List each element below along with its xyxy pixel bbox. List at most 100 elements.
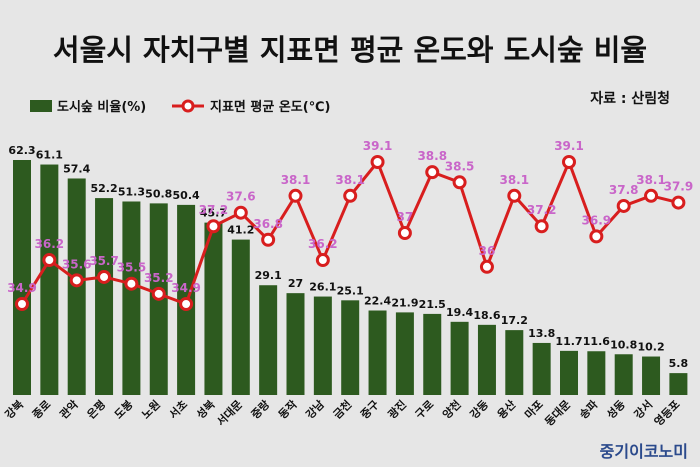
x-tick-label: 용산	[494, 397, 518, 421]
bar-value-label: 11.6	[583, 335, 610, 348]
bar-value-label: 10.2	[637, 341, 664, 354]
temperature-value-label: 38.8	[417, 149, 447, 163]
x-tick-label: 강북	[2, 397, 26, 421]
temperature-value-label: 37.2	[527, 203, 557, 217]
bar-value-label: 62.3	[8, 144, 35, 157]
bar-value-label: 61.1	[36, 149, 63, 162]
x-tick-label: 은평	[84, 397, 108, 421]
temperature-point	[315, 253, 330, 268]
legend-line-label: 지표면 평균 온도(℃)	[210, 99, 330, 115]
temperature-value-label: 37.9	[664, 180, 694, 194]
temperature-point	[616, 198, 631, 213]
line-series: 34.936.235.635.735.535.234.937.237.636.8…	[7, 139, 694, 311]
temperature-point	[15, 297, 29, 311]
temperature-point	[97, 269, 112, 284]
bar-value-label: 50.4	[173, 189, 200, 202]
bar-value-label: 51.3	[118, 185, 145, 198]
x-tick-label: 노원	[139, 397, 163, 421]
x-tick-label: 강서	[631, 397, 655, 421]
x-tick-label: 구로	[413, 398, 437, 422]
temperature-point	[671, 195, 686, 210]
x-tick-label: 마포	[522, 397, 546, 421]
temperature-value-label: 37.6	[226, 190, 256, 204]
bar-value-labels: 62.3 61.157.452.2 51.3 50.8 50.445.741.2 29.1…	[8, 144, 688, 370]
x-tick-label: 중구	[358, 398, 382, 422]
temperature-value-label: 39.1	[554, 139, 584, 153]
temperature-point	[562, 155, 576, 169]
temperature-point	[370, 155, 385, 169]
bar-value-label: 17.2	[501, 314, 528, 327]
temperature-value-label: 38.1	[636, 173, 666, 187]
temperature-point	[233, 205, 248, 220]
bar-value-label: 50.8	[145, 187, 172, 200]
temperature-point	[206, 219, 221, 234]
legend-line-marker	[181, 99, 195, 113]
bar-동작	[286, 293, 305, 395]
bar-중구	[368, 310, 387, 395]
bar-강서	[642, 356, 661, 395]
legend: 도시숲 비율(%) 지표면 평균 온도(℃)	[30, 99, 330, 115]
temperature-point	[534, 219, 549, 234]
bar-구로	[423, 313, 442, 395]
temperature-value-label: 38.5	[445, 159, 475, 173]
bar-성동	[614, 354, 633, 395]
bar-value-label: 5.8	[669, 357, 689, 370]
bar-강남	[313, 296, 332, 395]
bar-금천	[341, 300, 360, 395]
temperature-value-label: 38.1	[335, 173, 365, 187]
temperature-point	[288, 188, 303, 203]
bar-마포	[532, 342, 551, 395]
bar-성북	[204, 222, 223, 395]
legend-bar-label: 도시숲 비율(%)	[57, 99, 146, 115]
bar-종로	[40, 164, 59, 395]
bar-value-label: 11.7	[555, 335, 582, 348]
x-tick-label: 동작	[275, 397, 299, 421]
bar-value-label: 52.2	[90, 182, 117, 195]
legend-bar-swatch	[30, 100, 52, 112]
bar-광진	[395, 312, 414, 395]
temperature-value-label: 36.2	[35, 237, 65, 251]
bar-강북	[13, 160, 31, 395]
temperature-point	[343, 188, 358, 203]
x-tick-label: 관악	[57, 397, 81, 421]
x-tick-label: 종로	[30, 398, 54, 422]
x-tick-label: 서초	[166, 397, 190, 421]
x-tick-label: 영등포	[652, 398, 683, 429]
temperature-value-label: 35.2	[144, 271, 174, 285]
bar-은평	[95, 198, 114, 395]
bar-value-label: 22.4	[364, 295, 391, 308]
bar-value-label: 26.1	[309, 281, 336, 294]
temperature-value-label: 37	[397, 210, 414, 224]
bar-value-label: 21.5	[419, 298, 446, 311]
temperature-point	[69, 273, 84, 288]
temperature-point	[397, 226, 412, 240]
brand-logo: 중기이코노미	[600, 442, 688, 461]
bar-도봉	[122, 201, 141, 395]
x-tick-label: 금천	[330, 397, 354, 421]
x-tick-label: 양천	[440, 397, 464, 421]
x-tick-label: 서대문	[214, 397, 245, 428]
bar-value-label: 18.6	[473, 309, 500, 322]
x-tick-label: 성동	[604, 397, 628, 421]
temperature-point	[644, 188, 659, 203]
temperature-value-label: 36.9	[582, 213, 612, 227]
bar-value-label: 10.8	[610, 338, 637, 351]
x-tick-label: 도봉	[112, 398, 136, 422]
chart-title: 서울시 자치구별 지표면 평균 온도와 도시숲 비율	[53, 33, 647, 67]
temperature-point	[179, 297, 194, 311]
temperature-value-label: 35.6	[62, 257, 92, 271]
bar-영등포	[669, 373, 688, 395]
temperature-value-label: 36.8	[253, 217, 283, 231]
bar-강동	[477, 324, 496, 395]
temperature-point	[507, 188, 522, 203]
temperature-value-label: 36.2	[308, 237, 338, 251]
bar-양천	[450, 321, 469, 395]
x-tick-label: 성북	[193, 397, 217, 421]
temperature-value-label: 37.2	[199, 203, 229, 217]
bar-value-label: 21.9	[391, 296, 418, 309]
bar-서대문	[231, 239, 250, 395]
bar-value-label: 27	[288, 277, 303, 290]
bar-송파	[587, 351, 606, 395]
x-tick-label: 광진	[385, 397, 409, 421]
